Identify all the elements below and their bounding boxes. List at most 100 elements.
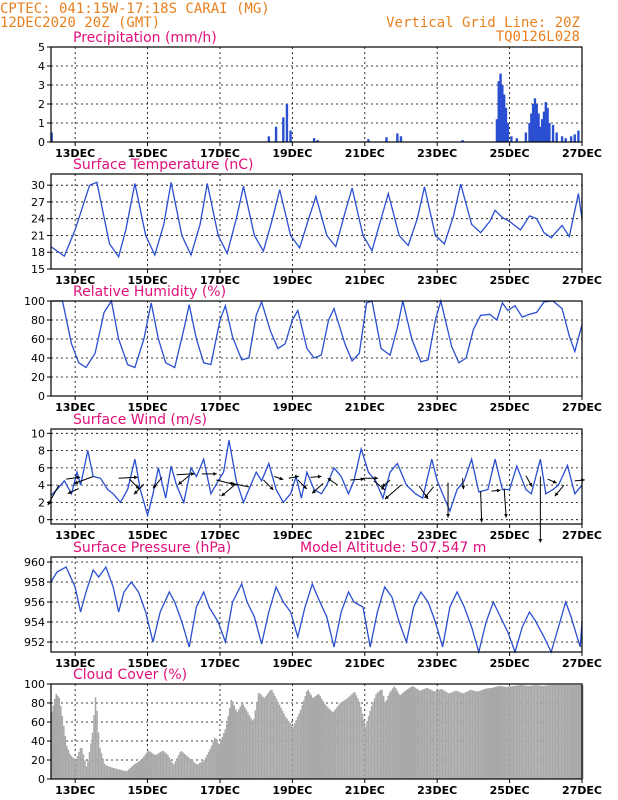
cloud-bar xyxy=(550,684,552,779)
cloud-bar xyxy=(438,689,441,779)
cloud-bar xyxy=(432,691,435,779)
cloud-bar xyxy=(571,684,573,779)
cloud-bar xyxy=(400,693,403,779)
wind-arrow-head xyxy=(528,482,532,487)
cloud-bar xyxy=(127,769,130,779)
precip-bar xyxy=(540,119,544,142)
cloud-bar xyxy=(343,700,346,779)
cloud-bar xyxy=(381,689,383,779)
cloud-bar xyxy=(342,701,344,779)
precip-bar xyxy=(546,107,549,142)
cloud-bar xyxy=(210,745,213,779)
cloud-bar xyxy=(485,688,487,779)
cloud-bar xyxy=(75,759,77,779)
cloud-bar xyxy=(325,705,328,779)
precip-bar xyxy=(312,138,316,142)
header-right2: TQ0126L028 xyxy=(495,29,580,45)
precip-ytick-label: 4 xyxy=(38,60,45,73)
cloud-bar xyxy=(526,685,528,779)
cloud-ytick-label: 80 xyxy=(31,697,45,710)
cloud-bar xyxy=(563,684,566,779)
precip-xtick-label: 17DEC xyxy=(200,147,240,160)
cloud-bar xyxy=(162,751,165,779)
wind-ytick-label: 4 xyxy=(38,479,45,492)
cloud-bar xyxy=(230,699,233,779)
precip-bar xyxy=(542,111,546,142)
cloud-bar xyxy=(269,689,272,779)
cloud-bar xyxy=(523,685,525,779)
cloud-bar xyxy=(149,751,151,779)
cloud-bar xyxy=(397,693,400,779)
precip-bar xyxy=(560,136,564,142)
precip-bar xyxy=(502,94,506,142)
cloud-xtick-label: 25DEC xyxy=(490,784,530,797)
cloud-bar xyxy=(307,689,309,779)
cloud-bar xyxy=(64,735,67,779)
rh-xtick-label: 25DEC xyxy=(490,401,530,414)
wind-arrow-head xyxy=(496,488,501,493)
cloud-bar xyxy=(363,720,365,779)
pressure-xtick-label: 15DEC xyxy=(128,657,168,670)
cloud-bar xyxy=(532,685,534,779)
precip-bar xyxy=(555,132,558,142)
cloud-bar xyxy=(437,690,439,779)
cloud-bar xyxy=(444,691,447,779)
cloud-bar xyxy=(177,755,180,779)
temp-frame xyxy=(50,173,583,270)
cloud-bar xyxy=(259,693,261,779)
cloud-bar xyxy=(78,752,80,779)
cloud-bar xyxy=(375,694,377,779)
cloud-bar xyxy=(112,767,115,779)
cloud-bar xyxy=(384,701,386,779)
cloud-bar xyxy=(373,698,376,779)
cloud-bar xyxy=(130,766,133,779)
cloud-bar xyxy=(272,692,275,779)
rh-xtick-label: 27DEC xyxy=(562,401,602,414)
cloud-bar xyxy=(349,695,352,779)
cloud-bar xyxy=(565,684,567,779)
cloud-bar xyxy=(198,763,201,779)
cloud-bar xyxy=(102,758,104,779)
cloud-bar xyxy=(281,710,284,779)
cloud-xtick-label: 15DEC xyxy=(128,784,168,797)
cloud-bar xyxy=(88,751,91,779)
wind-arrow xyxy=(480,491,483,523)
cloud-bar xyxy=(244,707,246,779)
wind-arrow-head xyxy=(76,475,81,480)
cloud-bar xyxy=(446,692,448,779)
wind-arrow-head xyxy=(294,475,299,479)
rh-xtick-label: 23DEC xyxy=(417,401,457,414)
rh-ytick-label: 60 xyxy=(31,333,45,346)
cloud-bar xyxy=(479,690,481,779)
cloud-ytick-label: 100 xyxy=(24,678,45,691)
cloud-bar xyxy=(114,768,116,779)
cloud-bar xyxy=(520,684,522,779)
cloud-bar xyxy=(364,726,367,779)
cloud-bar xyxy=(185,754,187,779)
cloud-bar xyxy=(426,687,429,779)
temp-panel: Surface Temperature (nC) 15 18 21 24 27 30 13DE… xyxy=(31,157,602,287)
cloud-bar xyxy=(483,688,486,779)
cloud-bar xyxy=(133,764,136,779)
cloud-bar xyxy=(405,690,408,779)
cloud-xtick-label: 23DEC xyxy=(417,784,457,797)
cloud-bar xyxy=(464,692,466,779)
cloud-bar xyxy=(369,710,371,779)
cloud-bar xyxy=(108,766,110,779)
cloud-bar xyxy=(425,688,427,779)
cloud-bar xyxy=(450,692,453,779)
header-line2: 12DEC2020 20Z (GMT) xyxy=(0,15,161,31)
cloud-bar xyxy=(580,684,582,779)
cloud-bar xyxy=(121,770,124,779)
cloud-bar xyxy=(268,691,270,779)
cloud-bar xyxy=(385,699,388,779)
precip-bar xyxy=(495,119,499,142)
cloud-title: Cloud Cover (%) xyxy=(73,667,187,683)
cloud-bar xyxy=(103,763,106,779)
cloud-bar xyxy=(476,691,478,779)
wind-title: Surface Wind (m/s) xyxy=(73,412,207,428)
cloud-bar xyxy=(336,707,338,779)
cloud-bar xyxy=(51,712,53,779)
cloud-bar xyxy=(66,745,68,779)
cloud-bar xyxy=(470,689,472,779)
